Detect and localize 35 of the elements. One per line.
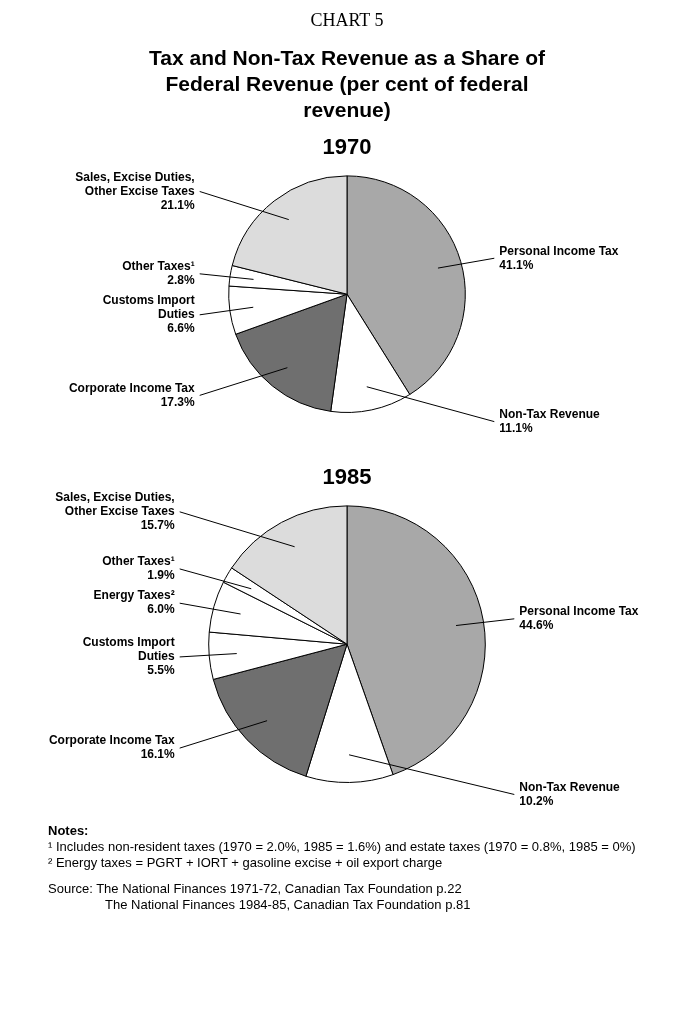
chart-title: 1985 [322,464,372,490]
data-label: 41.1% [499,257,534,272]
slice-label: Energy Taxes² [93,588,175,603]
data-label: 5.5% [147,663,176,678]
text: CHART 5 [309,10,385,31]
data-label: 15.7% [140,518,176,533]
slice-label: Corporate Income Tax [48,733,176,748]
data-label: 10.2% [519,793,554,808]
slice-label: Other Taxes¹ [122,259,195,274]
text: Notes: [48,823,90,839]
data-label: 6.6% [167,321,196,336]
chart-title: 1970 [322,134,372,160]
data-label: 2.8% [167,273,196,288]
data-label: 17.3% [160,394,196,409]
text: ² Energy taxes = PGRT + IORT + gasoline excise + oil export charge [48,855,444,871]
source-note: Source: The National Finances 1971-72, Canadian Tax Foundation p.22 [48,881,463,897]
slice-label: Customs Import Duties [82,635,176,664]
data-label: 16.1% [140,747,176,762]
slice-label: Sales, Excise Duties, Other Excise Taxes [75,169,196,198]
slice-label: Non-Tax Revenue [499,406,601,421]
slice-label: Non-Tax Revenue [519,779,621,794]
text: The National Finances 1984-85, Canadian Tax Foundation p.81 [104,897,472,913]
text: Tax and Non-Tax Revenue as a Share of Federal Revenue (per cent of federal revenue) [148,45,546,123]
slice-label: Personal Income Tax [519,604,639,619]
data-label: 1.9% [147,568,176,583]
slice-label: Customs Import Duties [102,293,196,322]
slice-label: Other Taxes¹ [102,554,175,569]
data-label: 21.1% [160,197,196,212]
data-label: 44.6% [519,618,554,633]
data-label: 11.1% [499,420,533,435]
slice-label: Sales, Excise Duties, Other Excise Taxes [55,490,176,519]
data-label: 6.0% [147,602,176,617]
slice-label: Personal Income Tax [499,243,619,258]
text: ¹ Includes non-resident taxes (1970 = 2.0%, 1985 = 1.6%) and estate taxes (1970 = 0.8%, 1985 = 0%) [48,839,637,855]
slice-label: Corporate Income Tax [68,380,196,395]
